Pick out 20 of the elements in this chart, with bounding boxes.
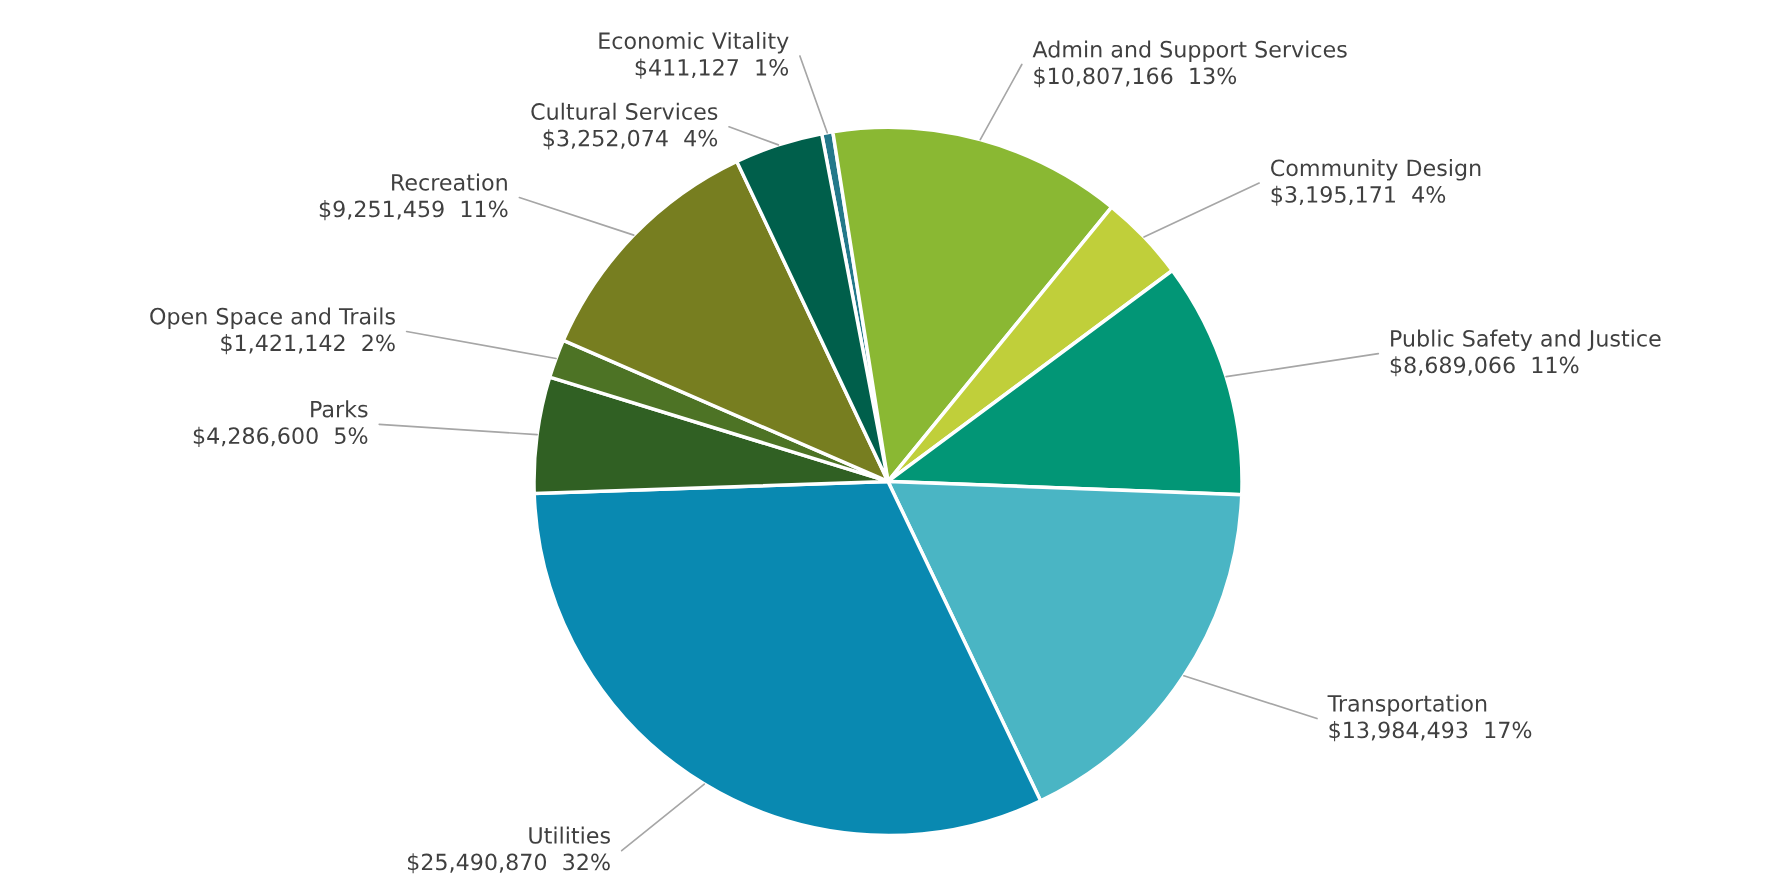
data-label: $10,807,166 13% — [1034, 67, 1237, 88]
data-label: $9,251,459 11% — [319, 200, 508, 221]
data-label: $25,490,870 32% — [408, 853, 610, 874]
data-label: $3,252,074 4% — [543, 129, 718, 150]
slice-label: Cultural Services — [531, 102, 718, 120]
data-label: $3,195,171 4% — [1271, 185, 1446, 206]
data-label: $4,286,600 5% — [193, 426, 368, 447]
slice-label: Utilities — [529, 826, 610, 844]
data-label: $411,127 1% — [635, 58, 789, 79]
slice-label: Economic Vitality — [599, 31, 789, 54]
slice-label: Admin and Support Services — [1032, 40, 1347, 62]
data-label: $1,421,142 2% — [221, 334, 395, 355]
slice-label: Transportation — [1327, 694, 1487, 717]
slice-label: Recreation — [392, 173, 507, 191]
slice-label: Community Design — [1271, 159, 1481, 181]
slice-label: Open Space and Trails — [150, 307, 395, 329]
slice-label: Public Safety and Justice — [1391, 329, 1661, 352]
data-label: $8,689,066 11% — [1390, 356, 1579, 377]
data-label: $13,984,493 17% — [1329, 721, 1532, 742]
slice-label: Parks — [311, 400, 368, 418]
